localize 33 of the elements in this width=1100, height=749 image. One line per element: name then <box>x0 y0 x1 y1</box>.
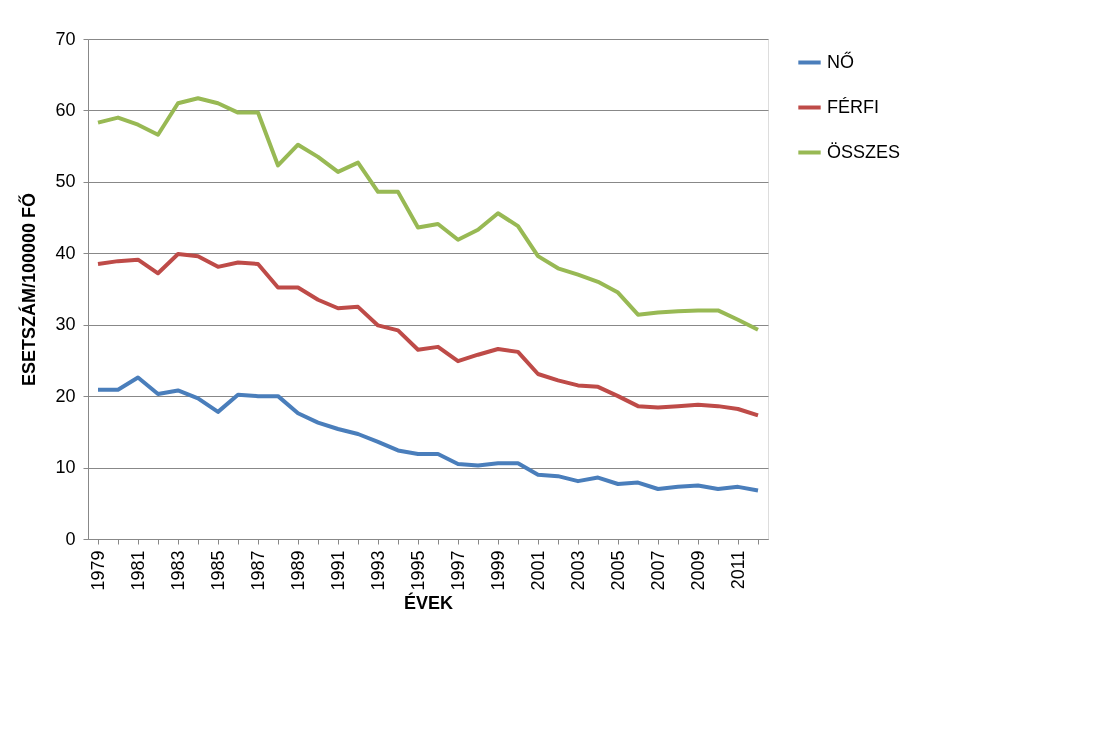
x-tick-label: 1987 <box>247 550 268 591</box>
y-tick-label: 10 <box>55 457 76 478</box>
x-tick-label: 1999 <box>487 550 508 591</box>
x-tick-label: 1985 <box>207 550 228 591</box>
x-tick-label: 2005 <box>607 550 628 591</box>
y-tick-label: 70 <box>55 28 76 49</box>
y-tick-label: 40 <box>55 242 76 263</box>
x-tick-label: 1995 <box>407 550 428 591</box>
x-tick-label: 2007 <box>647 550 668 591</box>
x-axis-title: ÉVEK <box>403 591 454 613</box>
x-tick-label: 1983 <box>167 550 188 591</box>
legend-label: FÉRFI <box>827 96 879 117</box>
x-tick-label: 1997 <box>447 550 468 591</box>
y-tick-label: 60 <box>55 99 76 120</box>
line-series <box>96 252 760 418</box>
y-axis-title: ESETSZÁM/100000 FŐ <box>18 192 40 387</box>
legend-label: NŐ <box>827 50 854 72</box>
x-tick-label: 2011 <box>727 550 748 590</box>
line-series <box>96 375 760 493</box>
y-tick-label: 30 <box>55 314 76 335</box>
x-tick-label: 2009 <box>687 550 708 591</box>
x-tick-label: 1993 <box>367 550 388 591</box>
x-tick-label: 1989 <box>287 550 308 591</box>
line-series <box>96 96 760 332</box>
y-tick-label: 50 <box>55 171 76 192</box>
y-tick-label: 20 <box>55 385 76 406</box>
x-tick-label: 1981 <box>127 550 148 591</box>
x-tick-label: 1991 <box>327 550 348 591</box>
x-tick-label: 2001 <box>527 550 548 591</box>
y-tick-label: 0 <box>65 528 76 549</box>
x-tick-label: 2003 <box>567 550 588 591</box>
x-tick-label: 1979 <box>87 550 108 591</box>
legend-label: ÖSSZES <box>827 141 901 162</box>
